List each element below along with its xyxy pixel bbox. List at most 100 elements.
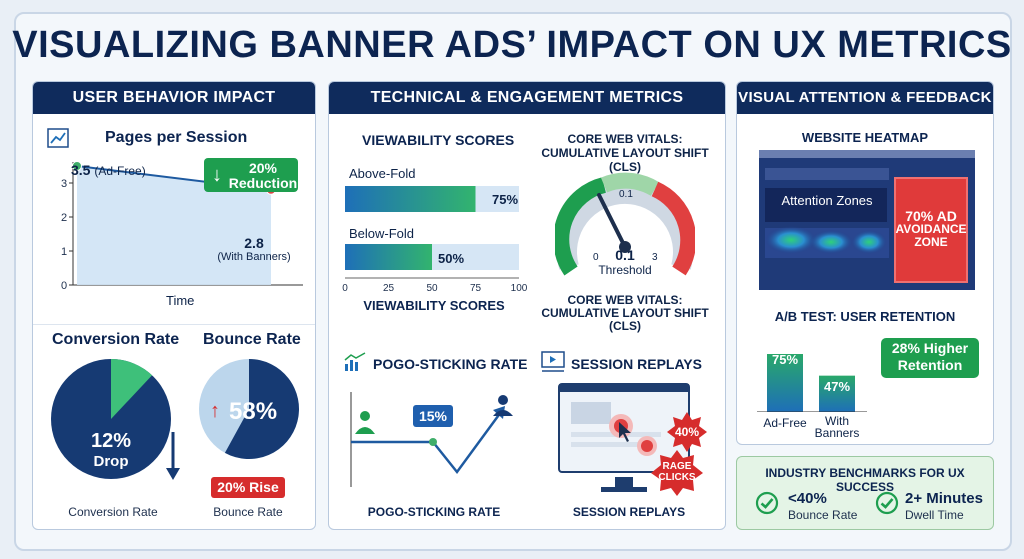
x-axis-label: Time bbox=[166, 293, 195, 308]
bounce-slice bbox=[224, 359, 299, 459]
replay-monitor bbox=[558, 383, 690, 492]
arrow-up-icon: ↑ bbox=[210, 400, 220, 422]
banners-label-line1: With bbox=[825, 414, 849, 428]
technical-engagement-header: TECHNICAL & ENGAGEMENT METRICS bbox=[329, 82, 725, 114]
cwv-title-line2: CUMULATIVE LAYOUT SHIFT (CLS) bbox=[541, 146, 709, 174]
banner-value: 2.8 bbox=[244, 235, 264, 251]
viewability-chart: 0 25 50 75 100 bbox=[342, 186, 528, 294]
rage-line2: CLICKS bbox=[658, 472, 696, 483]
conversion-value: 12% bbox=[90, 430, 132, 452]
replay-badge: 40% bbox=[674, 425, 700, 439]
retention-badge: 28% Higher Retention bbox=[881, 338, 979, 378]
cwv-caption-line3: (CLS) bbox=[609, 319, 641, 333]
ad-free-value: 3.5 bbox=[71, 162, 91, 178]
benchmarks-panel: INDUSTRY BENCHMARKS FOR UX SUCCESS <40% … bbox=[736, 456, 994, 530]
pogo-caption: POGO-STICKING RATE bbox=[367, 505, 501, 519]
rage-line1: RAGE bbox=[662, 461, 692, 472]
below-fold-bar bbox=[345, 244, 432, 270]
benchmark2-label: Dwell Time bbox=[905, 508, 964, 522]
benchmark1-label: Bounce Rate bbox=[788, 508, 858, 522]
gauge-top: 0.1 bbox=[619, 189, 633, 200]
conversion-caption: Conversion Rate bbox=[68, 505, 158, 519]
conversion-title: Conversion Rate bbox=[52, 331, 180, 348]
rage-clicks-burst bbox=[651, 450, 703, 496]
x-tick-label: 50 bbox=[426, 283, 438, 294]
pogo-value-badge: 15% bbox=[413, 405, 453, 427]
avoid-line1: 70% AD bbox=[905, 208, 957, 224]
conversion-word: Drop bbox=[93, 453, 129, 470]
gauge-value: 0.1 bbox=[615, 247, 635, 263]
line-chart-icon bbox=[47, 128, 69, 148]
reduction-pct: 20% bbox=[248, 160, 278, 176]
benchmarks-title: INDUSTRY BENCHMARKS FOR UX SUCCESS bbox=[765, 466, 965, 494]
above-fold-value: 75% bbox=[492, 192, 519, 207]
bar-line-icon bbox=[344, 352, 366, 371]
y-tick-label: 0 bbox=[61, 280, 67, 292]
cwv-title-line1: CORE WEB VITALS: bbox=[567, 132, 683, 146]
benchmark2-value: 2+ Minutes bbox=[905, 490, 983, 507]
visual-attention-header: VISUAL ATTENTION & FEEDBACK bbox=[737, 82, 993, 114]
y-tick-label: 3 bbox=[61, 178, 67, 190]
user-behavior-panel: USER BEHAVIOR IMPACT Pages per Session 0… bbox=[32, 81, 316, 530]
retention-line1: 28% Higher bbox=[891, 340, 969, 356]
check-icon bbox=[755, 491, 779, 515]
gauge-needle bbox=[597, 193, 627, 249]
technical-engagement-panel: TECHNICAL & ENGAGEMENT METRICS VIEWABILI… bbox=[328, 81, 726, 530]
below-fold-value: 50% bbox=[438, 251, 465, 266]
gauge-three: 3 bbox=[652, 252, 658, 263]
replay-badge-burst bbox=[667, 412, 707, 452]
visual-attention-panel: VISUAL ATTENTION & FEEDBACK WEBSITE HEAT… bbox=[736, 81, 994, 445]
above-fold-bar bbox=[345, 186, 476, 212]
ab-test-chart bbox=[757, 354, 867, 412]
ad-free-label: (Ad-Free) bbox=[94, 164, 146, 178]
banners-bar-value: 47% bbox=[823, 379, 851, 394]
website-heatmap bbox=[759, 150, 975, 290]
y-tick-label: 2 bbox=[61, 212, 67, 224]
x-tick-label: 25 bbox=[383, 283, 395, 294]
banner-label: (With Banners) bbox=[217, 251, 291, 263]
user-navy-icon bbox=[498, 395, 508, 405]
replay-title: SESSION REPLAYS bbox=[571, 356, 702, 372]
pogo-chart bbox=[350, 392, 513, 487]
y-tick-label: 1 bbox=[61, 246, 67, 258]
user-green-icon bbox=[360, 411, 370, 421]
ad-free-bar-value: 75% bbox=[771, 352, 799, 367]
heatmap-title: WEBSITE HEATMAP bbox=[801, 130, 929, 145]
cwv-caption-line1: CORE WEB VITALS: bbox=[567, 293, 683, 307]
gauge-zero: 0 bbox=[593, 252, 599, 263]
benchmark1-value: <40% bbox=[788, 490, 827, 507]
bounce-title: Bounce Rate bbox=[203, 331, 301, 348]
divider bbox=[33, 324, 315, 325]
ad-free-bar-label: Ad-Free bbox=[763, 416, 807, 430]
attention-zones-label: Attention Zones bbox=[781, 193, 873, 208]
banners-label-line2: Banners bbox=[814, 426, 860, 440]
user-behavior-header: USER BEHAVIOR IMPACT bbox=[33, 82, 315, 114]
replay-caption: SESSION REPLAYS bbox=[572, 505, 686, 519]
conversion-slice bbox=[111, 359, 153, 419]
ad-free-point bbox=[72, 161, 82, 171]
reduction-word: Reduction bbox=[228, 175, 298, 191]
x-tick-label: 75 bbox=[470, 283, 482, 294]
below-fold-label: Below-Fold bbox=[349, 226, 415, 241]
ab-test-title: A/B TEST: USER RETENTION bbox=[774, 309, 956, 324]
video-player-icon bbox=[541, 351, 565, 372]
down-arrow-icon bbox=[166, 432, 180, 480]
bounce-pie bbox=[199, 359, 299, 459]
viewability-caption: VIEWABILITY SCORES bbox=[363, 298, 505, 313]
check-icon bbox=[875, 491, 899, 515]
viewability-title: VIEWABILITY SCORES bbox=[362, 132, 515, 148]
bounce-caption: Bounce Rate bbox=[213, 505, 283, 519]
x-tick-label: 0 bbox=[342, 283, 348, 294]
retention-line2: Retention bbox=[897, 357, 963, 373]
above-fold-label: Above-Fold bbox=[349, 166, 416, 181]
pogo-title: POGO-STICKING RATE bbox=[373, 356, 528, 372]
gauge-threshold: Threshold bbox=[598, 263, 652, 277]
ad-free-bar bbox=[767, 354, 803, 412]
page-title: VISUALIZING BANNER ADS’ IMPACT ON UX MET… bbox=[12, 24, 1012, 66]
cwv-caption-line2: CUMULATIVE LAYOUT SHIFT bbox=[541, 306, 709, 320]
bounce-value: 58% bbox=[229, 398, 278, 425]
avoid-line3: ZONE bbox=[914, 235, 948, 249]
avoid-line2: AVOIDANCE bbox=[895, 222, 967, 236]
arrow-down-icon: ↓ bbox=[212, 164, 222, 186]
x-tick-label: 100 bbox=[511, 283, 528, 294]
